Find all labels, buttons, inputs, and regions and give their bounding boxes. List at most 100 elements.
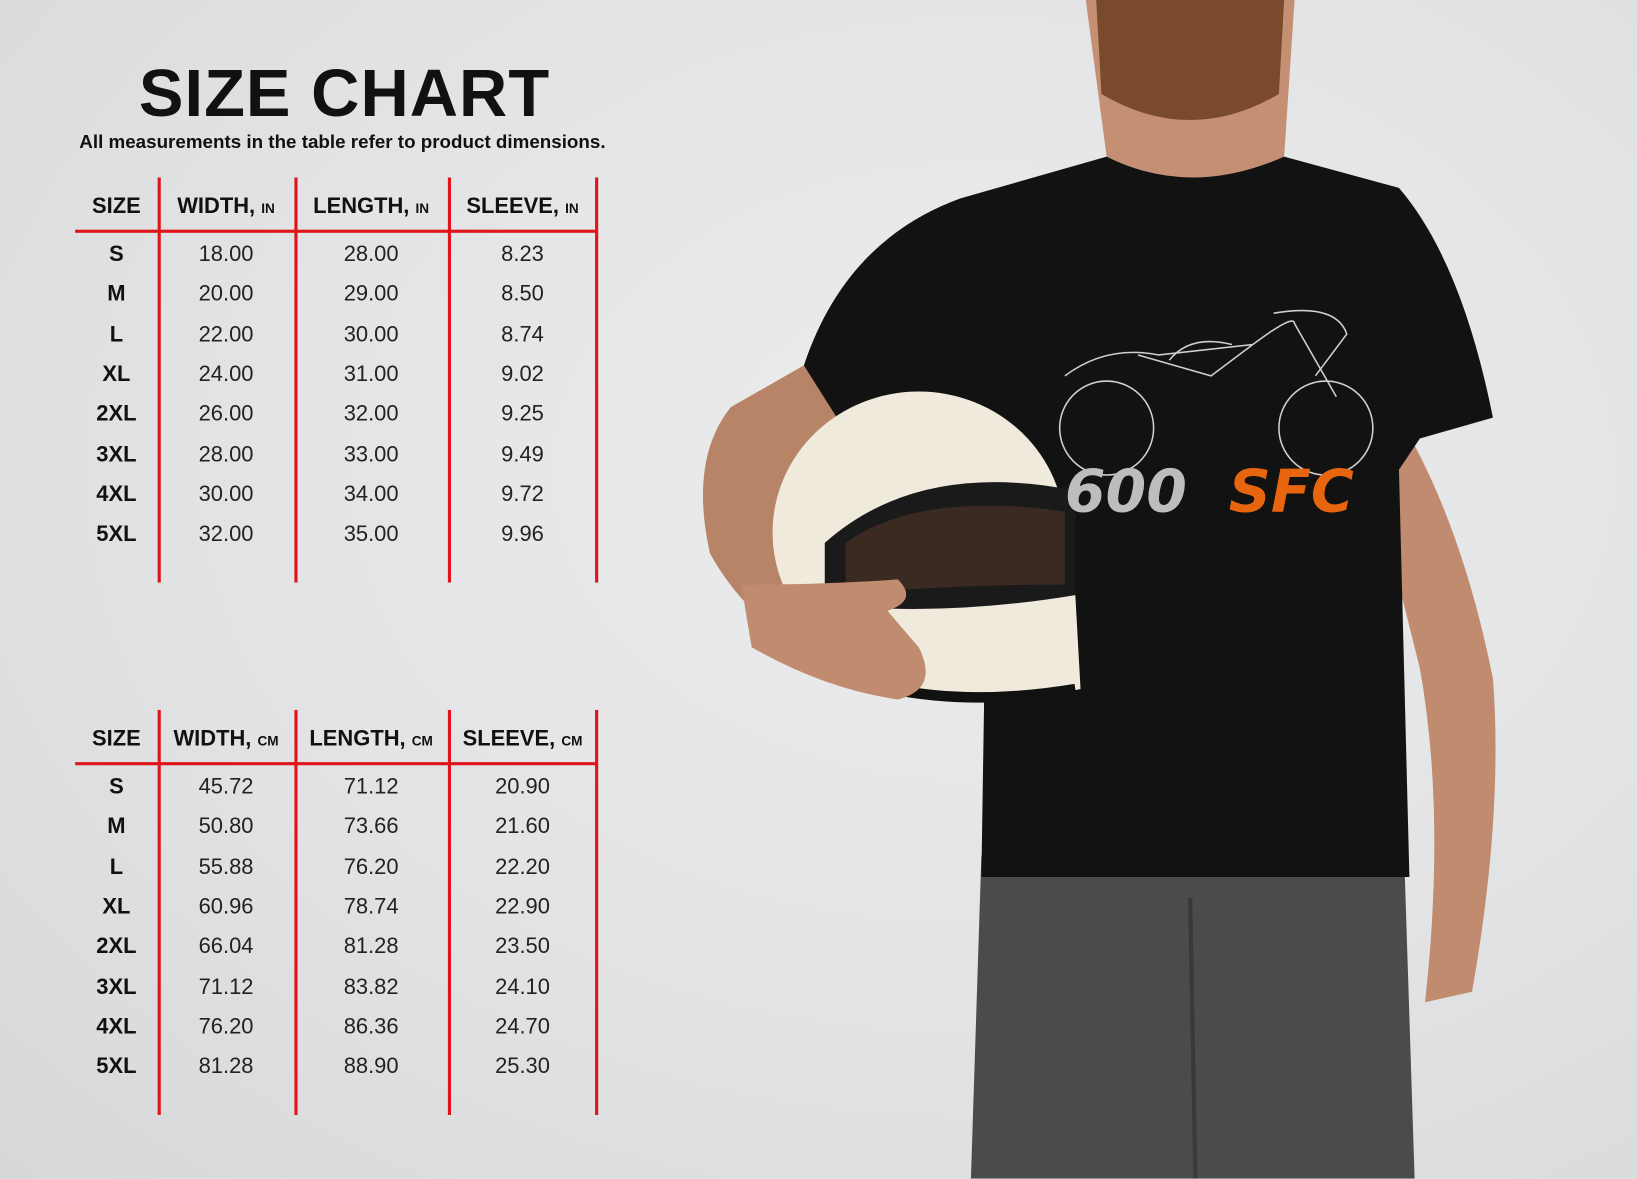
- table-header-3: SLEEVE, CM: [448, 727, 597, 752]
- measurement-cell: 28.00: [343, 242, 399, 267]
- size-label: L: [109, 322, 124, 347]
- size-label: 2XL: [96, 934, 137, 959]
- measurement-cell: 24.10: [495, 974, 550, 999]
- table-column-divider: [157, 709, 161, 1115]
- header-label: WIDTH,: [173, 726, 252, 751]
- measurement-cell: 71.12: [343, 774, 399, 799]
- table-column-divider: [447, 709, 452, 1115]
- size-label: S: [109, 774, 124, 799]
- size-label: L: [109, 854, 124, 879]
- table-header-3: SLEEVE, IN: [448, 194, 597, 219]
- header-label: LENGTH,: [313, 194, 410, 219]
- measurement-cell: 8.50: [501, 282, 544, 307]
- measurement-cell: 8.74: [501, 322, 544, 347]
- header-label: WIDTH,: [177, 194, 256, 219]
- measurement-cell: 83.82: [343, 974, 399, 999]
- size-label: M: [107, 814, 126, 839]
- motorcycle-graphic: [1058, 309, 1374, 476]
- measurement-cell: 88.90: [343, 1054, 399, 1079]
- table-column-divider: [157, 177, 161, 583]
- measurement-cell: 73.66: [343, 814, 399, 839]
- measurement-cell: 9.25: [501, 402, 544, 427]
- measurement-cell: 20.90: [495, 774, 550, 799]
- measurement-cell: 8.23: [501, 242, 544, 267]
- model-beard: [1096, 0, 1285, 121]
- size-table-inches: SIZE WIDTH, IN LENGTH, IN SLEEVE, IN S 18.00 2…: [75, 177, 599, 583]
- measurement-cell: 28.00: [198, 442, 254, 467]
- size-label: 4XL: [96, 1014, 137, 1039]
- table-header-2: LENGTH, CM: [294, 727, 447, 752]
- measurement-cell: 32.00: [343, 402, 399, 427]
- shirt-print-number: 600: [1065, 458, 1187, 526]
- table-column-divider: [447, 177, 452, 583]
- measurement-cell: 21.60: [495, 814, 550, 839]
- header-label: SIZE: [92, 194, 141, 219]
- model-right-arm: [1388, 417, 1496, 1003]
- measurement-cell: 25.30: [495, 1054, 550, 1079]
- t-shirt: [803, 156, 1493, 877]
- size-label: XL: [102, 362, 131, 387]
- header-unit: IN: [565, 200, 579, 217]
- measurement-cell: 22.20: [495, 854, 550, 879]
- header-unit: CM: [411, 732, 433, 749]
- measurement-cell: 81.28: [343, 934, 399, 959]
- measurement-cell: 32.00: [198, 522, 254, 547]
- table-header-divider: [75, 229, 598, 233]
- measurement-cell: 18.00: [198, 242, 254, 267]
- table-column-divider: [595, 177, 599, 583]
- size-label: 4XL: [96, 482, 137, 507]
- table-header-1: WIDTH, IN: [158, 194, 295, 219]
- measurement-cell: 30.00: [198, 482, 254, 507]
- measurement-cell: 29.00: [343, 282, 399, 307]
- measurement-cell: 24.70: [495, 1014, 550, 1039]
- page-title: SIZE CHART: [138, 55, 551, 131]
- table-header-divider: [75, 762, 598, 766]
- header-label: LENGTH,: [309, 726, 406, 751]
- measurement-cell: 26.00: [198, 402, 254, 427]
- shirt-print-letters: SFC: [1229, 458, 1354, 526]
- table-header-0: SIZE: [75, 194, 157, 219]
- size-label: 3XL: [96, 442, 137, 467]
- header-unit: IN: [415, 200, 430, 217]
- model-photo: 600 SFC: [702, 0, 1496, 1179]
- header-unit: IN: [261, 200, 275, 217]
- measurement-cell: 78.74: [343, 894, 399, 919]
- measurement-cell: 66.04: [198, 934, 254, 959]
- header-unit: CM: [561, 732, 583, 749]
- size-label: 5XL: [96, 522, 137, 547]
- size-table-centimeters: SIZE WIDTH, CM LENGTH, CM SLEEVE, CM S 45.72 7…: [75, 709, 599, 1115]
- measurement-cell: 9.96: [501, 522, 544, 547]
- measurement-cell: 55.88: [198, 854, 254, 879]
- measurement-cell: 30.00: [343, 322, 399, 347]
- measurement-cell: 31.00: [343, 362, 399, 387]
- measurement-cell: 35.00: [343, 522, 399, 547]
- measurement-cell: 76.20: [343, 854, 399, 879]
- measurement-cell: 34.00: [343, 482, 399, 507]
- measurement-cell: 24.00: [198, 362, 254, 387]
- header-unit: CM: [257, 732, 279, 749]
- table-column-divider: [294, 177, 298, 583]
- measurement-cell: 33.00: [343, 442, 399, 467]
- measurement-cell: 22.90: [495, 894, 550, 919]
- measurement-cell: 45.72: [198, 774, 254, 799]
- table-header-0: SIZE: [75, 727, 157, 752]
- table-header-2: LENGTH, IN: [294, 194, 447, 219]
- measurement-cell: 23.50: [495, 934, 550, 959]
- measurement-cell: 81.28: [198, 1054, 254, 1079]
- measurement-cell: 86.36: [343, 1014, 399, 1039]
- measurement-cell: 9.49: [501, 442, 544, 467]
- size-label: 5XL: [96, 1054, 137, 1079]
- measurement-cell: 71.12: [198, 974, 254, 999]
- measurement-cell: 20.00: [198, 282, 254, 307]
- header-label: SIZE: [92, 726, 141, 751]
- size-label: M: [107, 282, 126, 307]
- table-column-divider: [294, 709, 298, 1115]
- measurement-cell: 9.02: [501, 362, 544, 387]
- measurement-cell: 50.80: [198, 814, 254, 839]
- header-label: SLEEVE,: [462, 726, 556, 751]
- header-label: SLEEVE,: [466, 194, 559, 219]
- table-column-divider: [595, 709, 599, 1115]
- page-subtitle: All measurements in the table refer to p…: [79, 131, 606, 153]
- table-header-1: WIDTH, CM: [158, 727, 295, 752]
